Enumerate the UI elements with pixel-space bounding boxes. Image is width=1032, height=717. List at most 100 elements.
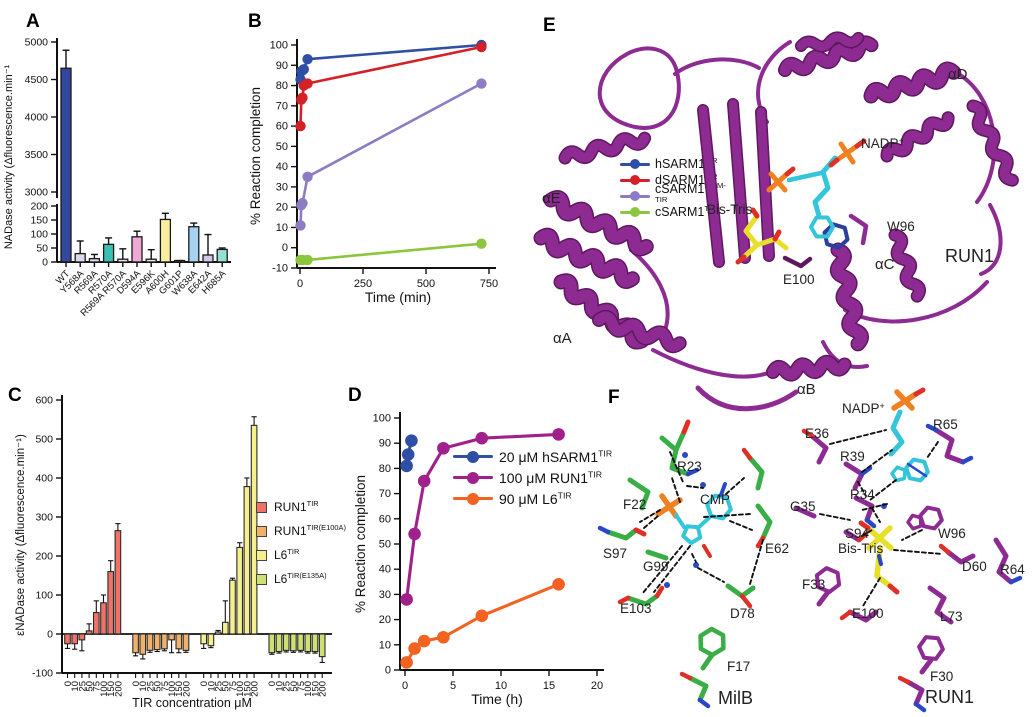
chart-shape	[904, 457, 930, 483]
chart-shape	[741, 447, 753, 461]
chart-shape	[739, 593, 753, 609]
chart-shape	[659, 493, 679, 519]
legend-label: L6TIR	[274, 547, 300, 562]
panel-f-letter: F	[608, 387, 620, 408]
chart-shape	[159, 218, 172, 263]
chart-text: 25	[214, 681, 225, 692]
chart-shape	[168, 633, 175, 641]
chart-text: 0	[47, 629, 53, 641]
chart-shape	[417, 634, 431, 648]
chart-text: 500	[35, 434, 53, 446]
bar-chart-nadase-activity: 30003500400045005000050100150200WTY568AR…	[3, 37, 231, 319]
structure-label: Bis-Tris	[707, 202, 752, 217]
chart-shape	[888, 409, 905, 457]
chart-shape	[161, 633, 168, 650]
chart-shape	[275, 633, 283, 653]
chart-shape	[919, 657, 934, 675]
panel-d-letter: D	[348, 385, 362, 406]
chart-shape	[945, 549, 976, 565]
chart-shape	[437, 441, 450, 455]
legend-dot	[630, 207, 640, 217]
structure-label: NADP+	[842, 401, 885, 416]
structure-label: NADP+	[861, 136, 904, 151]
chart-shape	[960, 455, 974, 465]
legend-line-marker	[453, 492, 493, 505]
chart-shape	[200, 633, 208, 645]
chart-text: 150	[30, 215, 48, 227]
chart-shape	[905, 679, 925, 707]
legend-item: L6TIR	[256, 543, 346, 567]
chart-shape	[685, 467, 700, 477]
chart-shape	[643, 515, 659, 529]
legend-dot	[467, 492, 479, 505]
chart-shape	[968, 101, 1018, 186]
chart-shape	[107, 571, 115, 635]
chart-shape	[673, 429, 687, 453]
chart-shape	[229, 579, 236, 635]
legend-panel-c: RUN1TIR RUN1TIR(E100A) L6TIR L6TIR(E135A…	[256, 495, 346, 591]
legend-item: 20 μM hSARM1TIR	[453, 446, 612, 467]
chart-shape	[295, 120, 306, 132]
panel-c-tir-concentration-bar-chart: -100 0 100 200 300 400 500 600 0 10 25 50 75 100 150 20…	[0, 385, 345, 717]
chart-shape	[475, 609, 489, 623]
chart-shape	[408, 642, 421, 655]
structure-label: MilB	[718, 688, 753, 708]
chart-text: 150	[310, 681, 321, 697]
chart-shape	[925, 423, 939, 433]
chart-shape	[405, 432, 561, 601]
chart-text: 0	[282, 242, 288, 254]
chart-shape	[913, 701, 927, 713]
chart-shape	[926, 441, 939, 459]
chart-shape	[779, 36, 877, 76]
chart-shape	[703, 513, 751, 518]
chart-shape	[654, 585, 665, 599]
structure-label: R64	[1000, 562, 1025, 577]
legend-square-marker	[256, 549, 267, 561]
chart-shape	[938, 543, 951, 555]
structure-label: F22	[623, 497, 646, 512]
structure-label: F33	[802, 577, 825, 592]
chart-shape	[993, 537, 1014, 585]
chart-text: 10	[138, 681, 149, 692]
chart-text: 50	[153, 681, 164, 692]
chart-text: % Reaction completion	[353, 475, 368, 613]
chart-shape	[302, 171, 313, 182]
chart-shape	[297, 633, 304, 651]
chart-shape	[299, 242, 483, 262]
chart-shape	[290, 633, 297, 652]
chart-shape	[400, 593, 413, 606]
chart-text: 4500	[25, 74, 49, 86]
chart-shape	[768, 171, 788, 193]
chart-shape	[755, 503, 773, 541]
chart-shape	[750, 207, 760, 219]
chart-shape	[476, 78, 487, 89]
panel-b-letter: B	[248, 11, 262, 32]
chart-text: 4000	[25, 112, 49, 124]
chart-text: 150	[106, 681, 117, 697]
chart-shape	[645, 549, 669, 561]
chart-text: 100	[235, 681, 246, 697]
chart-shape	[639, 509, 661, 523]
chart-shape	[681, 524, 703, 545]
chart-text: 60	[379, 513, 391, 525]
structure-label: D78	[730, 606, 755, 621]
chart-shape	[809, 215, 835, 239]
chart-text: 25	[145, 681, 156, 692]
chart-text: 50	[85, 681, 96, 692]
chart-text: 70	[379, 488, 391, 500]
chart-text: 100	[99, 681, 110, 697]
chart-shape	[890, 230, 925, 302]
structure-label: S94	[845, 526, 870, 541]
chart-shape	[214, 631, 222, 635]
chart-shape	[298, 64, 309, 75]
legend-label: RUN1TIR(E100A)	[274, 523, 346, 538]
chart-shape	[74, 252, 86, 263]
chart-shape	[809, 433, 829, 465]
panel-f-active-site-sticks: R23 F22 CMP S97 E62 G99 E103 D78 F17 MilB NADP+ E36…	[597, 385, 1032, 717]
chart-text: -100	[32, 668, 53, 680]
chart-shape	[64, 633, 71, 645]
chart-text: 40	[276, 161, 288, 173]
structure-label: αE	[542, 190, 561, 207]
chart-shape	[793, 505, 817, 519]
chart-shape	[400, 459, 413, 473]
